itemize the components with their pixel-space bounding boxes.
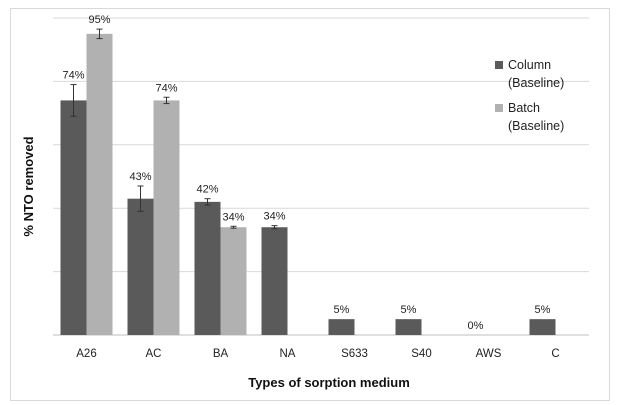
x-tick-label: NA (280, 348, 296, 360)
data-label: 42% (196, 184, 218, 196)
data-label: 74% (62, 70, 84, 82)
bar-batch (220, 227, 247, 335)
x-tick-label: S40 (411, 348, 431, 360)
legend: Column (Baseline) Batch (Baseline) (495, 58, 564, 133)
data-label: 34% (263, 211, 285, 223)
x-tick-label: C (551, 348, 559, 360)
bar-column (194, 201, 221, 335)
data-label: 34% (222, 211, 244, 223)
data-label: 5% (401, 304, 417, 316)
error-bar (137, 185, 144, 212)
bar-column (127, 198, 154, 335)
bar-column (261, 227, 288, 335)
bar-batch (153, 100, 180, 335)
x-tick-labels: A26 AC BA NA S633 S40 AWS C (76, 348, 559, 360)
x-tick-label: BA (213, 348, 229, 360)
data-label: 5% (535, 304, 551, 316)
error-bar (70, 84, 77, 117)
error-bar (271, 225, 278, 230)
x-tick-label: A26 (76, 348, 96, 360)
bars (60, 33, 556, 335)
data-labels: 74% 95% 43% 74% 42% 34% 34% 5% 5% 0% 5% (62, 14, 550, 332)
error-bar (230, 225, 237, 229)
bar-batch (86, 33, 113, 335)
y-axis-title: % NTO removed (21, 136, 36, 236)
legend-item: Batch (Baseline) (495, 101, 564, 133)
bar-column (60, 100, 87, 335)
legend-label: (Baseline) (508, 76, 564, 90)
data-label: 95% (88, 14, 110, 26)
error-bar (96, 28, 103, 40)
legend-label: Batch (508, 101, 540, 115)
data-label: 0% (468, 320, 484, 332)
bar-column (529, 319, 556, 335)
data-label: 5% (334, 304, 350, 316)
x-axis-title: Types of sorption medium (248, 375, 410, 390)
legend-label: Column (508, 58, 551, 72)
legend-swatch (495, 61, 503, 69)
bar-column (395, 319, 422, 335)
legend-swatch (495, 104, 503, 112)
x-tick-label: S633 (341, 348, 368, 360)
legend-label: (Baseline) (508, 119, 564, 133)
error-bar (163, 96, 170, 105)
x-tick-label: AWS (476, 348, 502, 360)
x-tick-label: AC (146, 348, 162, 360)
error-bars (70, 28, 278, 230)
data-label: 43% (129, 171, 151, 183)
legend-item: Column (Baseline) (495, 58, 564, 90)
bar-column (328, 319, 355, 335)
error-bar (204, 198, 211, 206)
bar-chart: 74% 95% 43% 74% 42% 34% 34% 5% 5% 0% 5% A26 AC BA NA S… (21, 14, 589, 390)
data-label: 74% (155, 82, 177, 94)
chart-frame: 74% 95% 43% 74% 42% 34% 34% 5% 5% 0% 5% A26 AC BA NA S… (10, 8, 610, 401)
